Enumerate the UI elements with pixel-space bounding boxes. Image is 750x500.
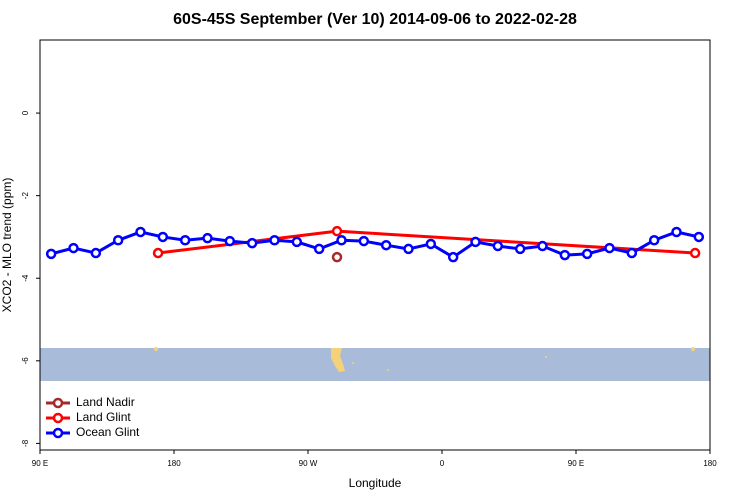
legend-label: Ocean Glint (76, 425, 140, 439)
legend-label: Land Nadir (76, 395, 135, 409)
point (447, 251, 459, 263)
series-line (50, 230, 700, 259)
y-tick-label: 0 (21, 110, 30, 115)
point (68, 242, 79, 254)
point (492, 240, 504, 252)
point (559, 249, 571, 261)
x-tick-label: 90 E (32, 459, 48, 468)
y-tick-label: -6 (21, 357, 30, 365)
plot-frame (39, 39, 711, 451)
y-tick-label: -4 (21, 274, 30, 282)
point (626, 247, 638, 259)
point (425, 238, 437, 250)
point (246, 237, 258, 249)
point (331, 251, 343, 263)
legend-marker (52, 427, 64, 439)
x-tick-label: 180 (167, 459, 181, 468)
point (336, 235, 347, 246)
point (152, 247, 164, 259)
x-tick-label: 0 (440, 459, 445, 468)
point (403, 243, 414, 255)
point (358, 235, 370, 247)
point (45, 248, 57, 260)
x-tick-label: 180 (703, 459, 717, 468)
legend-marker (52, 397, 64, 409)
point (179, 235, 191, 246)
map-strip (40, 347, 710, 381)
point (537, 240, 548, 252)
y-tick-label: -2 (21, 192, 30, 200)
point (514, 243, 526, 255)
point (648, 235, 660, 246)
point (112, 235, 124, 246)
legend-marker (52, 412, 64, 424)
point (331, 225, 343, 237)
point (224, 235, 236, 247)
point (202, 232, 213, 244)
legend-label: Land Glint (76, 410, 131, 424)
x-tick-label: 90 E (568, 459, 584, 468)
point (90, 247, 102, 259)
point (135, 226, 146, 238)
chart-title: 60S-45S September (Ver 10) 2014-09-06 to… (173, 11, 577, 28)
point (581, 248, 593, 260)
point (689, 247, 701, 259)
point (157, 231, 169, 243)
point (693, 231, 705, 243)
y-tick-label: -8 (21, 439, 30, 447)
point (380, 239, 392, 251)
x-tick-label: 90 W (299, 459, 318, 468)
point (291, 236, 303, 248)
point (313, 243, 325, 255)
point (269, 235, 280, 246)
point (671, 226, 682, 238)
x-axis-label: Longitude (349, 476, 402, 490)
y-axis-label: XCO2 - MLO trend (ppm) (0, 178, 14, 313)
point (470, 236, 481, 248)
point (604, 242, 615, 254)
